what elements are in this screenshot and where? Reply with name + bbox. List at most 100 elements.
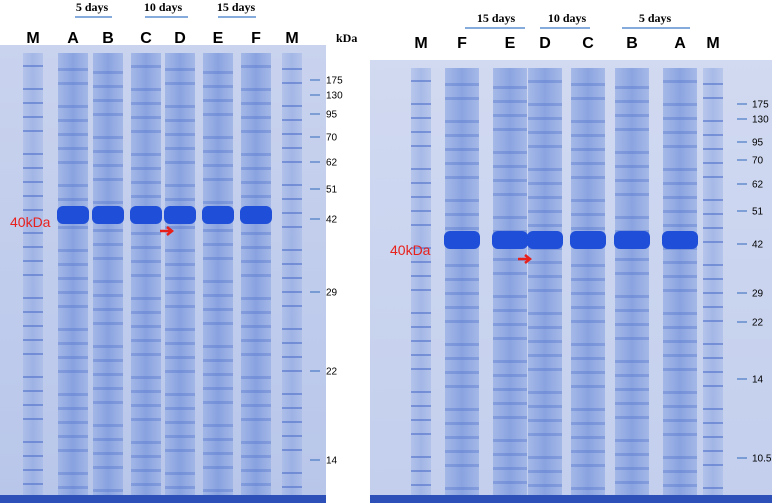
band	[282, 147, 302, 149]
band	[203, 322, 233, 325]
band	[165, 147, 195, 150]
band	[493, 216, 527, 219]
band	[445, 408, 479, 411]
band	[58, 449, 88, 452]
band	[241, 232, 271, 235]
band	[445, 278, 479, 281]
band	[411, 419, 431, 421]
band	[165, 105, 195, 108]
band	[663, 117, 697, 120]
band	[165, 342, 195, 345]
band	[165, 407, 195, 410]
band	[58, 226, 88, 229]
band	[203, 280, 233, 283]
marker-label: 14	[752, 375, 764, 386]
band	[615, 467, 649, 470]
band	[411, 145, 431, 147]
lane-label: M	[414, 35, 427, 52]
band	[165, 68, 195, 71]
band	[93, 345, 123, 348]
group-label: 15 days	[477, 11, 516, 25]
band	[615, 272, 649, 275]
band	[241, 195, 271, 198]
band	[703, 320, 723, 322]
band	[528, 484, 562, 487]
band	[93, 373, 123, 376]
band	[282, 68, 302, 70]
band	[241, 353, 271, 356]
band	[131, 455, 161, 458]
band	[663, 168, 697, 171]
band	[528, 340, 562, 343]
band	[493, 337, 527, 340]
lane-label: C	[140, 30, 152, 47]
main-band	[57, 206, 89, 224]
band	[203, 452, 233, 455]
arrow	[160, 226, 175, 236]
band	[93, 99, 123, 102]
band	[203, 424, 233, 427]
band	[528, 261, 562, 264]
band	[528, 103, 562, 106]
band	[663, 196, 697, 199]
band	[703, 227, 723, 229]
band	[615, 151, 649, 154]
band	[703, 241, 723, 243]
band	[493, 453, 527, 456]
band	[411, 80, 431, 82]
band	[93, 71, 123, 74]
band	[703, 343, 723, 345]
band	[58, 82, 88, 85]
band	[241, 390, 271, 393]
band	[58, 356, 88, 359]
band	[615, 179, 649, 182]
band	[571, 436, 605, 439]
band	[93, 150, 123, 153]
band	[165, 486, 195, 489]
band	[23, 353, 43, 355]
band	[23, 469, 43, 471]
band	[445, 436, 479, 439]
band	[663, 103, 697, 106]
band	[131, 274, 161, 277]
band	[165, 119, 195, 122]
band	[23, 325, 43, 327]
band	[703, 213, 723, 215]
band	[282, 486, 302, 488]
marker-label: 95	[752, 138, 764, 149]
band	[282, 472, 302, 474]
lane-track	[131, 53, 161, 497]
band	[58, 291, 88, 294]
band	[571, 408, 605, 411]
band	[528, 168, 562, 171]
marker-label: 130	[752, 115, 769, 126]
band	[528, 368, 562, 371]
band	[528, 182, 562, 185]
band	[93, 322, 123, 325]
band	[528, 224, 562, 227]
band	[131, 353, 161, 356]
band	[282, 328, 302, 330]
band	[703, 306, 723, 308]
band	[23, 65, 43, 67]
band	[703, 385, 723, 387]
band	[703, 199, 723, 201]
band	[58, 407, 88, 410]
lane-track	[165, 53, 195, 497]
band	[241, 325, 271, 328]
band	[282, 198, 302, 200]
band	[663, 326, 697, 329]
band	[703, 436, 723, 438]
band	[615, 453, 649, 456]
band	[663, 470, 697, 473]
band	[203, 401, 233, 404]
band	[493, 323, 527, 326]
band	[23, 167, 43, 169]
annotation: 40kDa	[10, 214, 51, 230]
band	[528, 456, 562, 459]
lane-label: A	[67, 30, 79, 47]
lane-track	[663, 68, 697, 497]
band	[282, 393, 302, 395]
lane-label: B	[102, 30, 114, 47]
